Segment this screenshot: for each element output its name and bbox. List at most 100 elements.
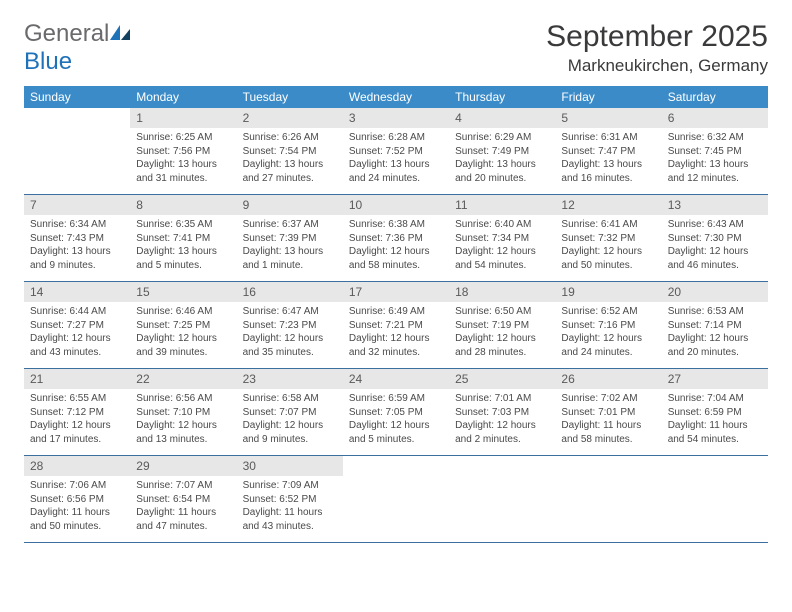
sunrise-line: Sunrise: 7:06 AM	[30, 479, 124, 493]
week-row: 1Sunrise: 6:25 AMSunset: 7:56 PMDaylight…	[24, 108, 768, 195]
day-cell: 24Sunrise: 6:59 AMSunset: 7:05 PMDayligh…	[343, 369, 449, 455]
sunset-line: Sunset: 7:10 PM	[136, 406, 230, 420]
day-cell: 14Sunrise: 6:44 AMSunset: 7:27 PMDayligh…	[24, 282, 130, 368]
day-body: Sunrise: 6:40 AMSunset: 7:34 PMDaylight:…	[449, 215, 555, 278]
sunset-line: Sunset: 7:07 PM	[243, 406, 337, 420]
sunrise-line: Sunrise: 6:58 AM	[243, 392, 337, 406]
sunrise-line: Sunrise: 6:53 AM	[668, 305, 762, 319]
sunset-line: Sunset: 7:03 PM	[455, 406, 549, 420]
sunset-line: Sunset: 6:54 PM	[136, 493, 230, 507]
day-cell: 30Sunrise: 7:09 AMSunset: 6:52 PMDayligh…	[237, 456, 343, 542]
day-body	[449, 476, 555, 485]
day-cell: 8Sunrise: 6:35 AMSunset: 7:41 PMDaylight…	[130, 195, 236, 281]
day-cell: 20Sunrise: 6:53 AMSunset: 7:14 PMDayligh…	[662, 282, 768, 368]
daylight-line: Daylight: 12 hours and 54 minutes.	[455, 245, 549, 272]
sunset-line: Sunset: 7:12 PM	[30, 406, 124, 420]
day-number: 4	[449, 108, 555, 128]
sunrise-line: Sunrise: 6:38 AM	[349, 218, 443, 232]
daylight-line: Daylight: 12 hours and 17 minutes.	[30, 419, 124, 446]
day-cell: 25Sunrise: 7:01 AMSunset: 7:03 PMDayligh…	[449, 369, 555, 455]
day-number: 12	[555, 195, 661, 215]
dow-cell: Thursday	[449, 86, 555, 108]
day-cell: 17Sunrise: 6:49 AMSunset: 7:21 PMDayligh…	[343, 282, 449, 368]
day-cell	[343, 456, 449, 542]
day-body: Sunrise: 6:41 AMSunset: 7:32 PMDaylight:…	[555, 215, 661, 278]
daylight-line: Daylight: 12 hours and 5 minutes.	[349, 419, 443, 446]
daylight-line: Daylight: 13 hours and 24 minutes.	[349, 158, 443, 185]
day-cell: 13Sunrise: 6:43 AMSunset: 7:30 PMDayligh…	[662, 195, 768, 281]
dow-cell: Saturday	[662, 86, 768, 108]
dow-cell: Sunday	[24, 86, 130, 108]
day-body: Sunrise: 6:58 AMSunset: 7:07 PMDaylight:…	[237, 389, 343, 452]
day-body	[343, 476, 449, 485]
day-number: 23	[237, 369, 343, 389]
day-body: Sunrise: 6:50 AMSunset: 7:19 PMDaylight:…	[449, 302, 555, 365]
day-body: Sunrise: 6:49 AMSunset: 7:21 PMDaylight:…	[343, 302, 449, 365]
sunrise-line: Sunrise: 6:34 AM	[30, 218, 124, 232]
sunrise-line: Sunrise: 7:07 AM	[136, 479, 230, 493]
daylight-line: Daylight: 13 hours and 1 minute.	[243, 245, 337, 272]
sunset-line: Sunset: 7:27 PM	[30, 319, 124, 333]
sunrise-line: Sunrise: 7:02 AM	[561, 392, 655, 406]
sunset-line: Sunset: 6:52 PM	[243, 493, 337, 507]
sunset-line: Sunset: 7:41 PM	[136, 232, 230, 246]
sunset-line: Sunset: 7:23 PM	[243, 319, 337, 333]
daylight-line: Daylight: 11 hours and 50 minutes.	[30, 506, 124, 533]
day-number: 15	[130, 282, 236, 302]
day-body: Sunrise: 7:04 AMSunset: 6:59 PMDaylight:…	[662, 389, 768, 452]
dow-cell: Friday	[555, 86, 661, 108]
day-cell: 28Sunrise: 7:06 AMSunset: 6:56 PMDayligh…	[24, 456, 130, 542]
logo-sail-icon	[109, 20, 131, 48]
daylight-line: Daylight: 12 hours and 2 minutes.	[455, 419, 549, 446]
dow-row: SundayMondayTuesdayWednesdayThursdayFrid…	[24, 86, 768, 108]
daylight-line: Daylight: 11 hours and 47 minutes.	[136, 506, 230, 533]
day-body: Sunrise: 6:43 AMSunset: 7:30 PMDaylight:…	[662, 215, 768, 278]
day-cell: 19Sunrise: 6:52 AMSunset: 7:16 PMDayligh…	[555, 282, 661, 368]
day-body: Sunrise: 6:31 AMSunset: 7:47 PMDaylight:…	[555, 128, 661, 191]
day-cell: 15Sunrise: 6:46 AMSunset: 7:25 PMDayligh…	[130, 282, 236, 368]
daylight-line: Daylight: 12 hours and 35 minutes.	[243, 332, 337, 359]
day-cell: 4Sunrise: 6:29 AMSunset: 7:49 PMDaylight…	[449, 108, 555, 194]
sunrise-line: Sunrise: 6:52 AM	[561, 305, 655, 319]
day-cell: 16Sunrise: 6:47 AMSunset: 7:23 PMDayligh…	[237, 282, 343, 368]
daylight-line: Daylight: 12 hours and 46 minutes.	[668, 245, 762, 272]
week-row: 7 Sunrise: 6:34 AMSunset: 7:43 PM Daylight…	[24, 195, 768, 282]
day-cell: 10Sunrise: 6:38 AMSunset: 7:36 PMDayligh…	[343, 195, 449, 281]
daylight-line: Daylight: 12 hours and 13 minutes.	[136, 419, 230, 446]
daylight-line: Daylight: 12 hours and 20 minutes.	[668, 332, 762, 359]
day-body: Sunrise: 7:06 AMSunset: 6:56 PMDaylight:…	[24, 476, 130, 539]
day-body: Sunrise: 6:38 AMSunset: 7:36 PMDaylight:…	[343, 215, 449, 278]
day-number: 17	[343, 282, 449, 302]
day-body: Sunrise: 6:46 AMSunset: 7:25 PMDaylight:…	[130, 302, 236, 365]
logo-text: General Blue	[24, 20, 131, 76]
day-body: Sunrise: 7:01 AMSunset: 7:03 PMDaylight:…	[449, 389, 555, 452]
day-body: Sunrise: 6:53 AMSunset: 7:14 PMDaylight:…	[662, 302, 768, 365]
day-cell: 5Sunrise: 6:31 AMSunset: 7:47 PMDaylight…	[555, 108, 661, 194]
day-cell: 6Sunrise: 6:32 AMSunset: 7:45 PMDaylight…	[662, 108, 768, 194]
day-number: 16	[237, 282, 343, 302]
daylight-line: Daylight: 13 hours and 20 minutes.	[455, 158, 549, 185]
day-number: 22	[130, 369, 236, 389]
dow-cell: Wednesday	[343, 86, 449, 108]
sunset-line: Sunset: 7:43 PM	[30, 232, 124, 246]
day-body	[555, 476, 661, 485]
day-cell: 26Sunrise: 7:02 AMSunset: 7:01 PMDayligh…	[555, 369, 661, 455]
day-number: 7	[24, 195, 130, 215]
day-body: Sunrise: 6:26 AMSunset: 7:54 PMDaylight:…	[237, 128, 343, 191]
day-number: 3	[343, 108, 449, 128]
day-cell: 23Sunrise: 6:58 AMSunset: 7:07 PMDayligh…	[237, 369, 343, 455]
day-body: Sunrise: 6:52 AMSunset: 7:16 PMDaylight:…	[555, 302, 661, 365]
day-number: 13	[662, 195, 768, 215]
day-cell	[449, 456, 555, 542]
day-cell	[555, 456, 661, 542]
sunset-line: Sunset: 7:56 PM	[136, 145, 230, 159]
location: Markneukirchen, Germany	[546, 56, 768, 76]
daylight-line: Daylight: 13 hours and 5 minutes.	[136, 245, 230, 272]
day-cell: 29Sunrise: 7:07 AMSunset: 6:54 PMDayligh…	[130, 456, 236, 542]
day-body: Sunrise: 6:29 AMSunset: 7:49 PMDaylight:…	[449, 128, 555, 191]
day-body: Sunrise: 6:55 AMSunset: 7:12 PMDaylight:…	[24, 389, 130, 452]
daylight-line: Daylight: 13 hours and 12 minutes.	[668, 158, 762, 185]
week-row: 28Sunrise: 7:06 AMSunset: 6:56 PMDayligh…	[24, 456, 768, 543]
day-cell: 9Sunrise: 6:37 AMSunset: 7:39 PMDaylight…	[237, 195, 343, 281]
sunrise-line: Sunrise: 6:25 AM	[136, 131, 230, 145]
